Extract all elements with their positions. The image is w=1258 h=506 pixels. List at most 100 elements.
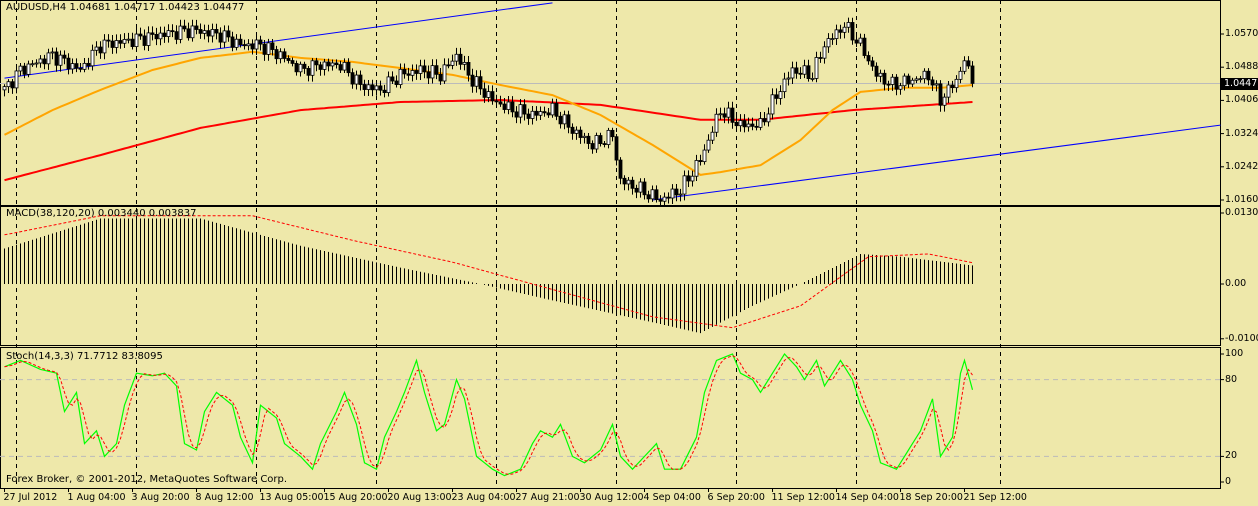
time-axis-label: 11 Sep 12:00	[771, 492, 835, 503]
candle-body	[930, 79, 935, 86]
candle-body	[622, 177, 627, 185]
candle-body	[602, 143, 607, 145]
candle-body	[262, 43, 267, 55]
candle-body	[950, 84, 955, 89]
candle-body	[130, 38, 135, 47]
candle-body	[518, 104, 523, 118]
candle-body	[78, 67, 83, 70]
candle-body	[754, 125, 759, 128]
price-axis-label: 1.04880	[1225, 61, 1258, 73]
candle-body	[482, 88, 487, 98]
candle-body	[934, 83, 939, 86]
candle-body	[266, 42, 271, 55]
candle-body	[718, 113, 723, 116]
candle-body	[294, 63, 299, 73]
candle-body	[678, 193, 683, 196]
candle-body	[702, 149, 707, 163]
candle-body	[170, 30, 175, 33]
candle-body	[494, 100, 499, 103]
time-axis-label: 15 Aug 20:00	[323, 492, 388, 503]
candle-body	[862, 37, 867, 56]
candle-body	[490, 91, 495, 102]
candle-body	[370, 84, 375, 91]
candle-body	[590, 143, 595, 150]
candle-body	[830, 38, 835, 40]
candle-body	[826, 38, 831, 48]
candle-body	[642, 181, 647, 196]
current-price-tag: 1.04477	[1221, 78, 1258, 90]
candle-body	[690, 175, 695, 182]
panel-frame-0	[0, 0, 1221, 206]
stoch-axis-label: 20	[1225, 450, 1238, 462]
candle-body	[198, 29, 203, 34]
candle-body	[54, 51, 59, 66]
candle-body	[670, 188, 675, 199]
candle-body	[586, 135, 591, 144]
candle-body	[30, 63, 35, 66]
candle-body	[194, 25, 199, 30]
candle-body	[242, 44, 247, 47]
candle-body	[686, 175, 691, 182]
candle-body	[746, 123, 751, 128]
candle-body	[422, 65, 427, 73]
candle-body	[26, 63, 31, 75]
candle-body	[146, 32, 151, 46]
candle-body	[118, 40, 123, 44]
candle-body	[390, 76, 395, 82]
candle-body	[818, 57, 823, 59]
ma-fast-line	[4, 50, 973, 176]
candle-body	[302, 63, 307, 69]
candle-body	[786, 77, 791, 80]
candle-body	[750, 123, 755, 127]
candle-body	[462, 62, 467, 65]
candle-body	[566, 114, 571, 128]
candle-body	[142, 35, 147, 46]
candle-body	[514, 111, 519, 118]
candle-body	[282, 51, 287, 59]
candle-body	[274, 49, 279, 60]
candle-body	[38, 58, 43, 64]
candle-body	[762, 118, 767, 123]
candle-body	[874, 65, 879, 77]
candle-body	[626, 179, 631, 185]
candle-body	[814, 57, 819, 79]
candle-body	[34, 62, 39, 65]
candle-body	[286, 58, 291, 61]
candle-body	[738, 120, 743, 127]
candle-body	[910, 79, 915, 85]
candle-body	[802, 65, 807, 75]
candle-body	[470, 74, 475, 87]
time-axis-label: 8 Aug 12:00	[195, 492, 254, 503]
candle-body	[158, 32, 163, 40]
ma-slow-line	[4, 98, 973, 182]
candle-body	[734, 121, 739, 127]
candle-body	[18, 65, 23, 72]
panel-frame-1	[0, 206, 1221, 346]
candle-body	[110, 40, 115, 48]
candle-body	[90, 49, 95, 67]
candle-body	[926, 70, 931, 81]
candle-body	[6, 81, 11, 88]
candle-body	[890, 76, 895, 85]
candle-body	[434, 65, 439, 75]
candle-body	[758, 118, 763, 128]
candle-body	[450, 60, 455, 66]
time-axis-label: 30 Aug 12:00	[579, 492, 644, 503]
candle-body	[526, 113, 531, 119]
trendline	[4, 2, 553, 79]
time-axis-label: 3 Aug 20:00	[131, 492, 190, 503]
candle-body	[502, 103, 507, 110]
candle-body	[778, 91, 783, 99]
candle-body	[898, 85, 903, 90]
candle-body	[726, 107, 731, 118]
candle-body	[534, 110, 539, 116]
candle-body	[254, 39, 259, 50]
candle-body	[938, 83, 943, 106]
candle-body	[42, 58, 47, 65]
candle-body	[538, 111, 543, 116]
candle-body	[106, 39, 111, 42]
candle-body	[362, 84, 367, 90]
candle-body	[270, 42, 275, 50]
price-axis-label: 1.04060	[1225, 94, 1258, 106]
